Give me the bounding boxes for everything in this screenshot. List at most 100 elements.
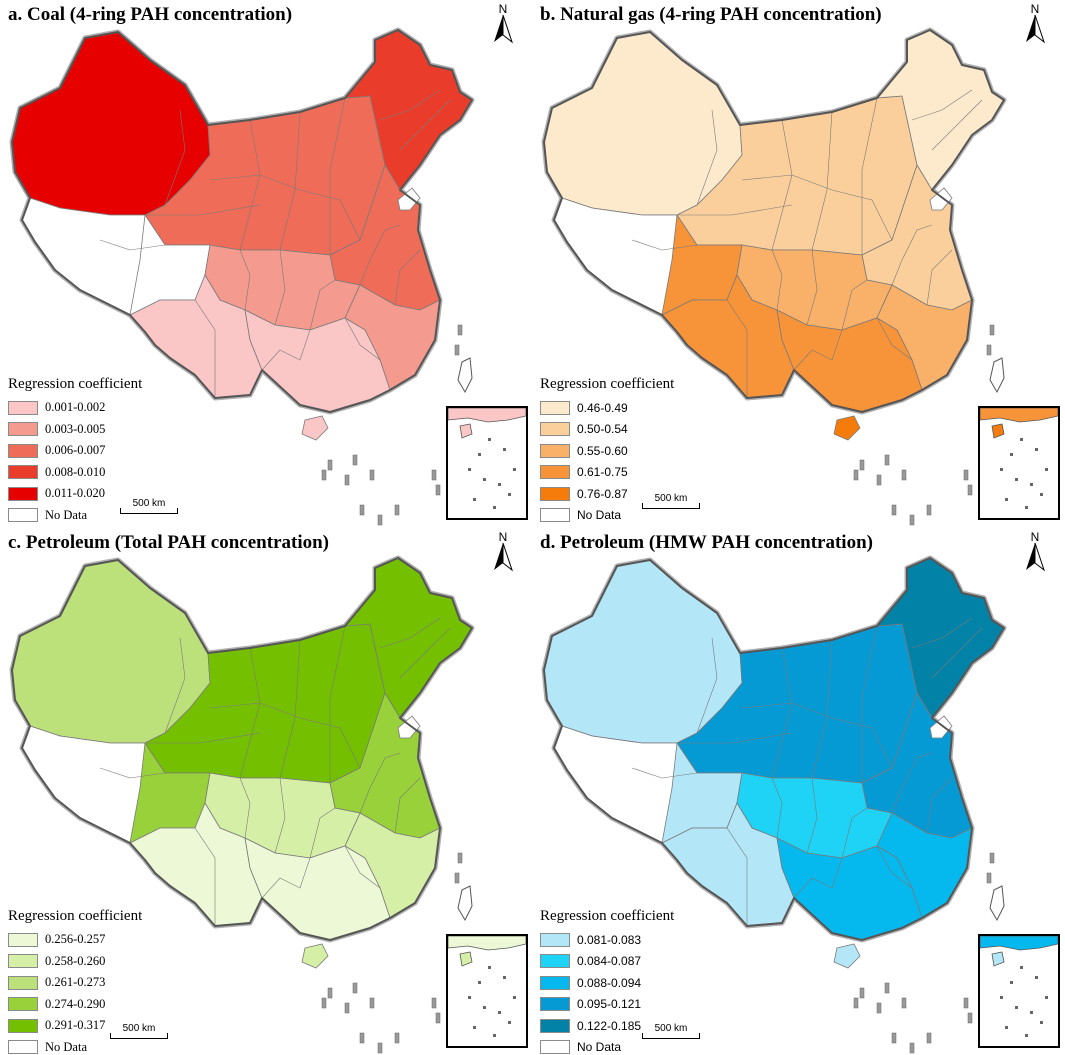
island-mark (321, 469, 327, 481)
legend-label: 0.76-0.87 (577, 486, 628, 501)
island-mark (967, 484, 973, 496)
province-region-hainan (833, 415, 861, 441)
panel-title: c. Petroleum (Total PAH concentration) (8, 532, 329, 553)
legend-item: 0.006-0.007 (8, 440, 308, 462)
province-region-hainan (833, 943, 861, 969)
province-boundary (274, 777, 286, 854)
province-boundary (99, 767, 166, 779)
province-region-northwest (11, 31, 211, 216)
legend-item: 0.55-0.60 (540, 440, 840, 462)
province-boundary (811, 639, 833, 779)
map-d (541, 555, 1007, 1054)
province-region-northwest (543, 559, 743, 744)
province-boundary (99, 239, 166, 251)
legend-swatch (8, 508, 38, 523)
province-boundary (911, 89, 973, 121)
province-boundary (771, 249, 783, 311)
legend-item: 0.095-0.121 (540, 994, 840, 1016)
legend-swatch (8, 1018, 38, 1033)
map-a (9, 27, 475, 526)
island-mark (377, 1042, 383, 1054)
panel-title: a. Coal (4-ring PAH concentration) (8, 4, 293, 25)
scale-label: 500 km (122, 1023, 156, 1034)
province-boundary (309, 279, 336, 331)
no-data-region (21, 725, 146, 844)
province-boundary (394, 777, 421, 834)
province-boundary (806, 249, 818, 326)
legend-swatch (8, 422, 38, 437)
legend-item: 0.274-0.290 (8, 994, 308, 1016)
island-mark (926, 504, 932, 516)
bohai-sea (397, 187, 421, 211)
province-boundary (726, 299, 748, 398)
legend-swatch (540, 1018, 570, 1033)
taiwan-outline (989, 357, 1005, 394)
legend-label: No Data (577, 1040, 622, 1055)
legend-title: Regression coefficient (540, 908, 675, 924)
province-boundary (876, 845, 913, 889)
legend-item: 0.50-0.54 (540, 419, 840, 441)
province-boundary (631, 239, 698, 251)
legend-swatch (8, 954, 38, 969)
legend-swatch (8, 1040, 38, 1055)
legend-label: 0.46-0.49 (577, 400, 628, 415)
legend-label: 0.55-0.60 (577, 443, 628, 458)
country-border (543, 557, 1005, 941)
island-mark (963, 997, 969, 1009)
island-mark (369, 469, 375, 481)
taiwan-outline (457, 885, 473, 922)
legend-label: 0.261-0.273 (45, 975, 106, 990)
scale-bar: 500 km (642, 493, 700, 511)
legend-label: 0.088-0.094 (577, 975, 642, 990)
island-mark (891, 504, 897, 516)
island-mark (986, 872, 992, 884)
island-mark (884, 982, 890, 994)
island-mark (352, 454, 358, 466)
island-mark (891, 1032, 897, 1044)
island-mark (926, 1032, 932, 1044)
country-border (11, 29, 473, 413)
province-boundary (793, 329, 843, 371)
legend-swatch (540, 954, 570, 969)
island-mark (454, 872, 460, 884)
country-border (543, 29, 1005, 413)
province-boundary (841, 279, 868, 331)
legend-swatch (540, 932, 570, 947)
province-boundary (239, 777, 251, 839)
province-boundary (399, 99, 451, 151)
province-boundary (394, 249, 421, 306)
province-boundary (261, 329, 311, 371)
bohai-sea (929, 715, 953, 739)
scale-bar: 500 km (642, 1023, 700, 1041)
map-b (541, 27, 1007, 526)
north-arrow-icon: N (488, 2, 518, 46)
legend-swatch (540, 975, 570, 990)
island-mark (853, 997, 859, 1009)
island-mark (876, 1002, 882, 1014)
north-label: N (1030, 530, 1040, 544)
island-mark (853, 469, 859, 481)
legend: Regression coefficient 0.001-0.002 0.003-0… (8, 376, 308, 526)
legend-label: 0.008-0.010 (45, 464, 106, 479)
scale-line (110, 1033, 168, 1039)
island-mark (909, 514, 915, 526)
island-mark (963, 469, 969, 481)
panel-title: b. Natural gas (4-ring PAH concentration… (540, 4, 882, 25)
legend-item: 0.011-0.020 (8, 483, 308, 505)
legend-swatch (8, 400, 38, 415)
province-boundary (876, 317, 913, 361)
legend-label: 0.095-0.121 (577, 997, 642, 1012)
island-mark (344, 474, 350, 486)
island-mark (901, 469, 907, 481)
island-mark (344, 1002, 350, 1014)
south-china-sea-inset (978, 934, 1060, 1048)
island-mark (394, 504, 400, 516)
legend-item: 0.088-0.094 (540, 972, 840, 994)
island-mark (321, 997, 327, 1009)
legend-item: 0.081-0.083 (540, 929, 840, 951)
province-boundary (631, 767, 698, 779)
south-china-sea-inset (978, 406, 1060, 520)
province-boundary (793, 857, 843, 899)
province-boundary (806, 777, 818, 854)
province-boundary (239, 249, 251, 311)
